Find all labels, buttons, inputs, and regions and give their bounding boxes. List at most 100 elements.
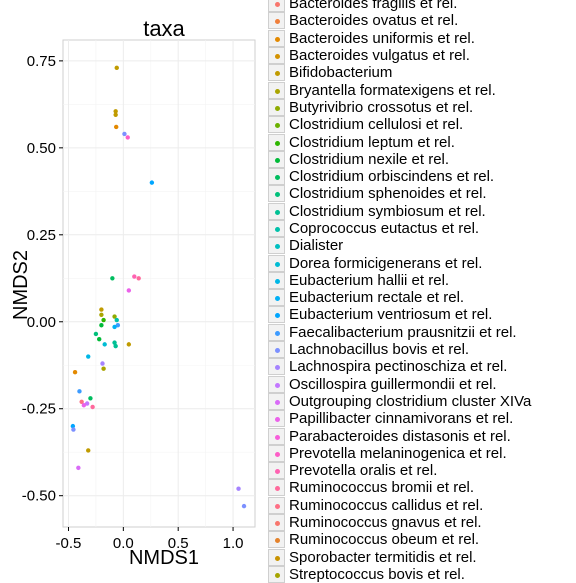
data-point: [79, 399, 84, 404]
legend-marker: [275, 71, 280, 77]
data-point: [86, 354, 91, 359]
legend-key: [268, 358, 285, 376]
data-point: [77, 389, 82, 394]
legend-item: Clostridium orbiscindens et rel.: [268, 168, 568, 186]
legend-key: [268, 237, 285, 255]
data-point: [90, 404, 95, 410]
legend-key: [268, 427, 285, 445]
legend-marker: [275, 54, 280, 60]
y-tick-label: -0.50: [22, 488, 56, 505]
legend-key: [268, 254, 285, 272]
legend-marker: [275, 399, 280, 405]
legend-marker: [275, 19, 280, 25]
data-point: [113, 109, 118, 114]
legend-marker: [275, 261, 280, 267]
data-point: [99, 323, 104, 328]
legend-item: Coprococcus eutactus et rel.: [268, 220, 568, 237]
legend-label: Eubacterium rectale et rel.: [289, 289, 465, 307]
legend-label: Clostridium cellulosi et rel.: [289, 116, 464, 134]
legend-key: [268, 306, 285, 324]
legend-label: Clostridium nexile et rel.: [289, 150, 450, 168]
legend-key: [268, 462, 285, 480]
legend-label: Parabacteroides distasonis et rel.: [289, 427, 511, 445]
legend-item: Sporobacter termitidis et rel.: [268, 548, 568, 566]
legend-label: Outgrouping clostridium cluster XIVa: [289, 392, 532, 410]
legend-key: [268, 444, 285, 462]
legend-key: [268, 531, 285, 549]
legend-key: [268, 392, 285, 410]
data-point: [113, 112, 118, 117]
y-tick-label: 0.25: [27, 227, 56, 244]
legend-key: [268, 514, 285, 532]
legend-label: Bacteroides uniformis et rel.: [289, 29, 475, 47]
legend-marker: [275, 192, 280, 198]
legend-label: Lachnobacillus bovis et rel.: [289, 341, 470, 359]
data-point: [126, 288, 132, 293]
legend-marker: [275, 348, 280, 354]
legend-marker: [275, 486, 280, 492]
legend-label: Ruminococcus obeum et rel.: [289, 531, 480, 549]
legend-key: [268, 150, 285, 168]
data-point: [100, 361, 105, 366]
data-point: [126, 342, 132, 347]
legend-key: [268, 479, 285, 497]
legend-label: Clostridium sphenoides et rel.: [289, 185, 487, 203]
legend-item: Bacteroides ovatus et rel.: [268, 12, 568, 30]
legend-label: Dialister: [289, 237, 344, 255]
data-point: [132, 274, 137, 279]
x-tick-label: 1.0: [223, 535, 244, 552]
legend-label: Clostridium orbiscindens et rel.: [289, 168, 495, 186]
legend-key: [268, 47, 285, 65]
legend-label: Bacteroides ovatus et rel.: [289, 12, 459, 30]
legend-marker: [275, 382, 280, 388]
data-point: [97, 336, 102, 342]
legend-marker: [275, 2, 280, 8]
data-point: [115, 323, 121, 328]
y-axis-ticks: -0.50 -0.25 0.00 0.25 0.50 0.75: [22, 53, 63, 505]
data-point: [101, 366, 106, 371]
data-point: [101, 317, 106, 323]
data-point: [112, 340, 117, 345]
legend-key: [268, 133, 285, 151]
data-point: [81, 403, 87, 408]
legend-label: Bacteroides vulgatus et rel.: [289, 47, 470, 65]
y-tick-label: 0.00: [27, 314, 56, 331]
legend-label: Ruminococcus bromii et rel.: [289, 479, 475, 497]
legend-item: Clostridium nexile et rel.: [268, 150, 568, 168]
legend-label: Eubacterium hallii et rel.: [289, 271, 450, 289]
legend-item: Oscillospira guillermondii et rel.: [268, 375, 568, 393]
legend-label: Oscillospira guillermondii et rel.: [289, 375, 497, 393]
y-tick-label: -0.25: [22, 401, 56, 418]
legend-marker: [275, 521, 280, 527]
legend-label: Papillibacter cinnamivorans et rel.: [289, 410, 514, 428]
legend-key: [268, 375, 285, 393]
data-point: [125, 135, 130, 140]
legend-label: Eubacterium ventriosum et rel.: [289, 306, 493, 324]
legend-marker: [275, 313, 280, 319]
legend-label: Coprococcus eutactus et rel.: [289, 220, 480, 237]
data-point: [72, 370, 78, 375]
legend-item: Prevotella oralis et rel.: [268, 462, 568, 480]
legend-item: Parabacteroides distasonis et rel.: [268, 427, 568, 445]
plot-panel: [62, 39, 256, 528]
legend-marker: [275, 244, 280, 250]
data-point: [110, 276, 115, 281]
legend-marker: [275, 157, 280, 163]
legend-label: Butyrivibrio crossotus et rel.: [289, 98, 474, 116]
legend-marker: [275, 555, 280, 561]
legend-item: Ruminococcus callidus et rel.: [268, 496, 568, 514]
x-tick-label: 0.5: [168, 535, 189, 552]
legend-marker: [275, 209, 280, 215]
legend-item: Eubacterium hallii et rel.: [268, 271, 568, 289]
legend-marker: [275, 88, 280, 94]
legend-label: Prevotella oralis et rel.: [289, 462, 438, 480]
legend-key: [268, 29, 285, 47]
chart-title: taxa: [143, 16, 185, 41]
legend-item: Outgrouping clostridium cluster XIVa: [268, 392, 568, 410]
legend-label: Ruminococcus callidus et rel.: [289, 496, 484, 514]
legend-key: [268, 98, 285, 116]
legend-marker: [275, 417, 280, 423]
legend-marker: [275, 105, 280, 111]
x-tick-label: -0.5: [56, 535, 82, 552]
